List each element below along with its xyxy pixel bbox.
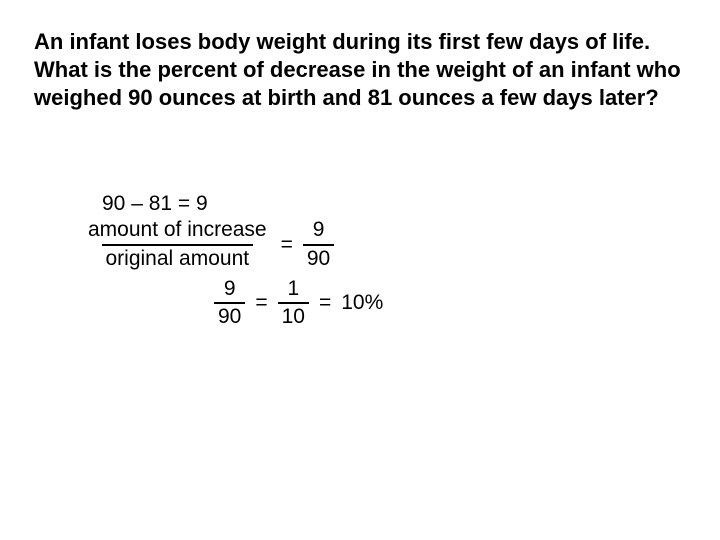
subtraction-step: 90 – 81 = 9	[102, 192, 686, 216]
equals-sign: =	[271, 233, 303, 257]
slide: An infant loses body weight during its f…	[0, 0, 720, 329]
ratio-label-fraction: amount of increase original amount	[84, 218, 271, 270]
ratio-denominator-label: original amount	[102, 244, 254, 271]
ratio-numerator-label: amount of increase	[84, 218, 271, 243]
ratio-setup-row: amount of increase original amount = 9 9…	[84, 218, 686, 270]
frac3-num: 1	[283, 277, 303, 302]
ratio-value-den: 90	[303, 244, 334, 271]
ratio-value-fraction: 9 90	[303, 218, 334, 270]
simplify-row: 9 90 = 1 10 = 10%	[214, 277, 686, 329]
frac3-den: 10	[278, 302, 309, 329]
worked-solution: 90 – 81 = 9 amount of increase original …	[84, 192, 686, 329]
frac-9-90: 9 90	[214, 277, 245, 329]
ratio-value-num: 9	[309, 218, 329, 243]
question-text: An infant loses body weight during its f…	[34, 28, 686, 112]
frac2-den: 90	[214, 302, 245, 329]
equals-sign: =	[309, 291, 341, 315]
equals-sign: =	[245, 291, 277, 315]
frac-1-10: 1 10	[278, 277, 309, 329]
frac2-num: 9	[220, 277, 240, 302]
percent-result: 10%	[341, 291, 383, 315]
